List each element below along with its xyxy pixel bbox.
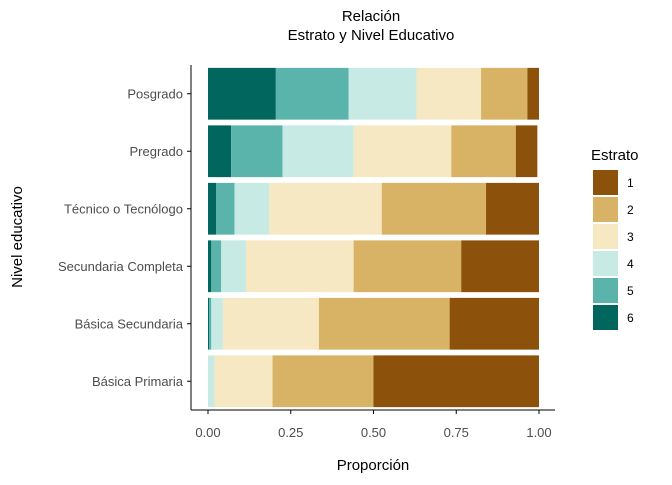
bar-segment [221, 240, 247, 293]
legend-key [593, 197, 618, 222]
y-tick-label: Pregrado [130, 144, 183, 159]
x-tick-label: 0.00 [195, 425, 220, 440]
y-axis-label: Nivel educativo [9, 186, 26, 288]
bar-segment [416, 67, 482, 120]
legend: 1 2 3 4 5 6 [593, 170, 634, 330]
bar-segment [481, 67, 528, 120]
legend-key [593, 170, 618, 195]
bar-segment [269, 182, 382, 235]
x-tick-label: 0.25 [278, 425, 303, 440]
bar-segment [486, 182, 539, 235]
legend-label: 4 [627, 257, 634, 271]
bar-segment [234, 182, 270, 235]
bar-segment [282, 125, 354, 178]
bar-segment [275, 67, 349, 120]
legend-key [593, 251, 618, 276]
bar-segment [348, 67, 417, 120]
bar-segment [451, 125, 516, 178]
bar-segment [272, 355, 374, 408]
bar-segment [373, 355, 539, 408]
bar-segment [353, 240, 462, 293]
bar-segment [208, 355, 215, 408]
legend-label: 6 [627, 311, 634, 325]
bar-segment [246, 240, 354, 293]
legend-key [593, 305, 618, 330]
x-tick-label: 0.75 [444, 425, 469, 440]
bar-segment [211, 240, 222, 293]
bar-segment [208, 182, 217, 235]
bar-segment [515, 125, 538, 178]
bar-segment [461, 240, 539, 293]
y-tick-label: Secundaria Completa [58, 259, 184, 274]
x-tick-label: 0.50 [361, 425, 386, 440]
bar-segment [208, 240, 212, 293]
x-axis-label: Proporción [337, 457, 410, 474]
bar-segment [353, 125, 452, 178]
bar-segment [231, 125, 283, 178]
y-tick-label: Técnico o Tecnólogo [64, 201, 183, 216]
x-ticks-layer: 0.00 0.25 0.50 0.75 1.00 [195, 410, 552, 440]
bar-segment [318, 297, 450, 350]
bars-layer [208, 67, 539, 408]
legend-label: 3 [627, 230, 634, 244]
legend-key [593, 278, 618, 303]
chart-subtitle: Estrato y Nivel Educativo [288, 27, 455, 44]
legend-label: 1 [627, 176, 634, 190]
legend-label: 2 [627, 203, 634, 217]
legend-label: 5 [627, 284, 634, 298]
y-ticks-layer: Posgrado Pregrado Técnico o Tecnólogo Secun… [58, 86, 191, 389]
bar-segment [208, 67, 276, 120]
x-tick-label: 1.00 [526, 425, 551, 440]
legend-title: Estrato [591, 147, 639, 164]
bar-segment [214, 355, 273, 408]
legend-key [593, 224, 618, 249]
y-tick-label: Básica Secundaria [75, 316, 184, 331]
bar-segment [381, 182, 487, 235]
bar-segment [216, 182, 235, 235]
chart-title: Relación [342, 8, 400, 25]
bar-segment [208, 297, 209, 350]
bar-segment [527, 67, 539, 120]
bar-segment [222, 297, 319, 350]
bar-segment [208, 297, 212, 350]
bar-segment [211, 297, 223, 350]
bar-segment [208, 125, 232, 178]
bar-segment [449, 297, 539, 350]
y-tick-label: Básica Primaria [92, 374, 184, 389]
y-tick-label: Posgrado [127, 86, 183, 101]
